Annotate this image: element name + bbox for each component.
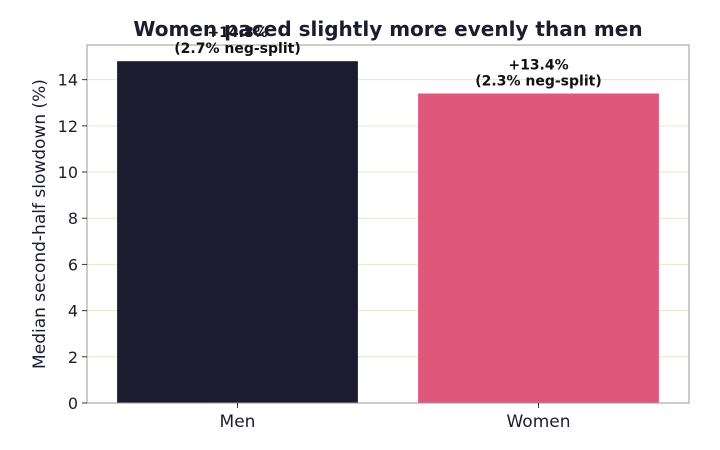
y-tick-label: 2 [68, 348, 78, 367]
bars [117, 61, 659, 403]
data-label-pct-women: +13.4% [508, 58, 568, 74]
y-axis-ticks: 0 2 4 6 8 10 12 14 [58, 71, 87, 413]
data-label-pct-men: +14.8% [207, 25, 267, 41]
x-tick-label-women: Women [506, 412, 570, 432]
y-tick-label: 14 [58, 71, 78, 90]
data-label-negsplit-women: (2.3% neg-split) [475, 74, 601, 90]
data-label-negsplit-men: (2.7% neg-split) [174, 41, 300, 57]
y-tick-label: 6 [68, 255, 78, 274]
y-tick-label: 8 [68, 209, 78, 228]
bar-men [117, 61, 358, 403]
data-labels: +14.8%(2.7% neg-split) +13.4%(2.3% neg-sp… [174, 25, 601, 89]
plot-frame [86, 44, 690, 404]
y-tick-label: 12 [58, 117, 78, 136]
x-axis-ticks: Men Women [220, 403, 571, 432]
y-axis-label: Median second-half slowdown (%) [30, 79, 50, 369]
bar-women [418, 93, 659, 403]
y-tick-label: 10 [58, 163, 78, 182]
y-tick-label: 4 [68, 302, 78, 321]
y-tick-label: 0 [68, 394, 78, 413]
x-tick-label-men: Men [220, 412, 256, 432]
chart-title: Women paced slightly more evenly than me… [133, 17, 642, 41]
